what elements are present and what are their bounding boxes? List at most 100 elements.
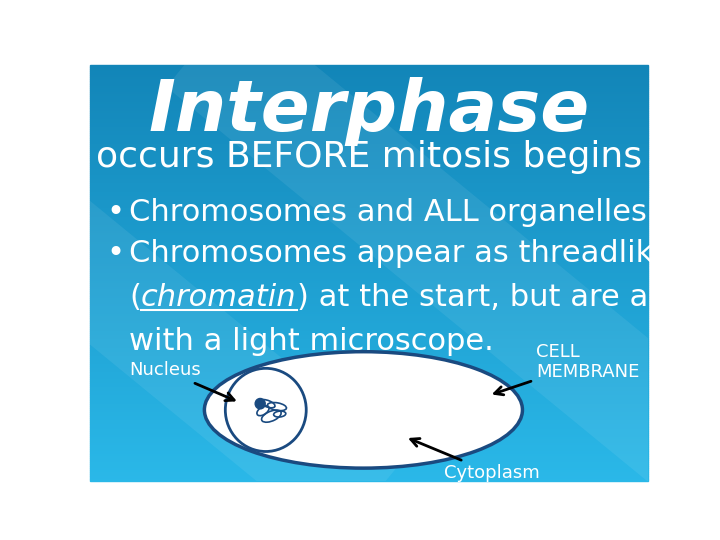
Bar [90, 87, 648, 90]
Bar [90, 400, 648, 402]
Bar [90, 397, 648, 400]
Bar [90, 200, 648, 202]
Bar [90, 300, 648, 302]
Ellipse shape [255, 399, 265, 409]
Bar [90, 381, 648, 383]
Bar [90, 447, 648, 449]
Bar [90, 393, 648, 395]
Bar [90, 370, 648, 373]
Bar [90, 410, 648, 412]
Bar [90, 131, 648, 133]
Bar [90, 206, 648, 208]
Bar [90, 231, 648, 233]
Bar [90, 102, 648, 104]
Bar [90, 325, 648, 327]
Bar [90, 123, 648, 125]
Bar [90, 358, 648, 360]
Bar [90, 368, 648, 370]
Bar [90, 451, 648, 454]
Bar [90, 377, 648, 379]
Bar [90, 449, 648, 451]
Bar [90, 111, 648, 113]
Bar [90, 181, 648, 183]
Bar [90, 227, 648, 229]
Bar [90, 90, 648, 92]
Bar [90, 454, 648, 456]
Ellipse shape [225, 368, 306, 451]
Bar [90, 314, 648, 316]
Bar [90, 265, 648, 266]
Bar [90, 163, 648, 165]
Bar [90, 173, 648, 175]
Bar [90, 283, 648, 285]
Bar [90, 106, 648, 109]
Bar [90, 443, 648, 446]
Bar [90, 349, 648, 352]
Bar [90, 312, 648, 314]
Bar [90, 77, 648, 79]
Bar [90, 271, 648, 273]
Bar [90, 214, 648, 217]
Bar [90, 82, 648, 84]
Bar [90, 373, 648, 375]
Bar [90, 435, 648, 437]
Bar [90, 69, 648, 71]
Text: Chromosomes appear as threadlike coils: Chromosomes appear as threadlike coils [129, 239, 720, 268]
Bar [90, 431, 648, 433]
Bar [90, 414, 648, 416]
Bar [90, 446, 648, 447]
Bar [90, 148, 648, 150]
Bar [90, 229, 648, 231]
Bar [90, 212, 648, 214]
Bar [90, 262, 648, 265]
Bar [90, 456, 648, 458]
Bar [90, 277, 648, 279]
Bar [90, 387, 648, 389]
Bar [90, 341, 648, 343]
Bar [90, 100, 648, 102]
Bar [90, 337, 648, 339]
Text: •: • [107, 239, 125, 268]
Bar [90, 308, 648, 310]
Bar [90, 362, 648, 364]
Ellipse shape [204, 352, 523, 468]
Bar [90, 141, 648, 144]
Bar [90, 171, 648, 173]
Bar [90, 321, 648, 322]
Text: Cytoplasm: Cytoplasm [410, 438, 540, 482]
Bar [90, 385, 648, 387]
Bar [90, 422, 648, 424]
Bar [90, 256, 648, 258]
Bar [90, 418, 648, 420]
Bar [90, 391, 648, 393]
Bar [90, 412, 648, 414]
Bar [90, 343, 648, 346]
Text: CELL
MEMBRANE: CELL MEMBRANE [495, 343, 640, 395]
Bar [90, 187, 648, 190]
Bar [90, 354, 648, 356]
Bar [90, 260, 648, 262]
Bar [90, 225, 648, 227]
Bar [90, 104, 648, 106]
Bar [90, 65, 648, 67]
Bar [90, 437, 648, 439]
Bar [90, 75, 648, 77]
Bar [90, 294, 648, 295]
Bar [90, 292, 648, 294]
Bar [90, 279, 648, 281]
Bar [90, 289, 648, 292]
Bar [90, 258, 648, 260]
Bar [90, 329, 648, 331]
Bar [90, 150, 648, 152]
Bar [90, 439, 648, 441]
Bar [90, 348, 648, 349]
Bar [90, 275, 648, 277]
Bar [90, 154, 648, 156]
Bar [90, 458, 648, 460]
Bar [90, 310, 648, 312]
Bar [90, 71, 648, 73]
Bar [90, 194, 648, 196]
Bar [90, 248, 648, 250]
Text: ) at the start, but are almost invisible: ) at the start, but are almost invisible [297, 283, 720, 312]
Bar [90, 304, 648, 306]
